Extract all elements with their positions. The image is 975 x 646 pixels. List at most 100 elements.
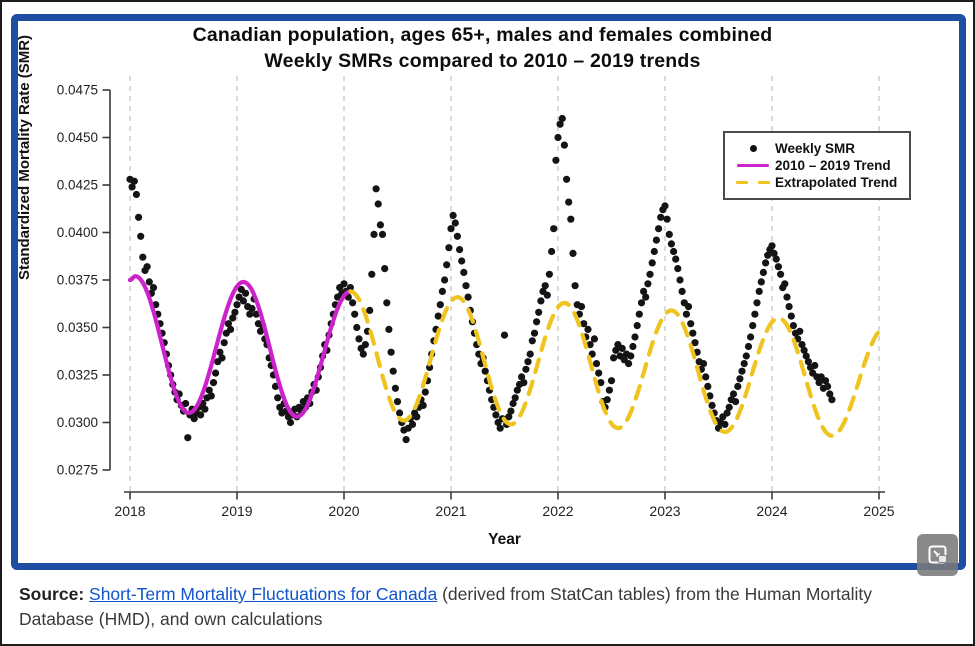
scatter-point: [759, 268, 768, 276]
scatter-point: [346, 284, 354, 292]
scatter-point: [130, 177, 138, 185]
scatter-point: [567, 215, 575, 223]
scatter-point: [556, 120, 564, 128]
chart-title-line2: Weekly SMRs compared to 2010 – 2019 tren…: [264, 50, 701, 72]
scatter-point: [505, 413, 513, 421]
scatter-point: [691, 339, 699, 347]
scatter-point: [137, 232, 145, 240]
scatter-point: [458, 257, 466, 265]
y-tick-label: 0.0425: [57, 178, 98, 193]
scatter-point: [684, 303, 693, 311]
screen-share-resize-button[interactable]: [917, 534, 958, 576]
scatter-point: [603, 396, 611, 404]
scatter-point: [496, 424, 504, 432]
scatter-point: [565, 198, 573, 206]
scatter-point: [751, 310, 759, 318]
scatter-point: [132, 190, 140, 199]
scatter-point: [368, 270, 376, 278]
scatter-point: [248, 304, 256, 313]
scatter-point: [464, 293, 472, 301]
scatter-point: [372, 185, 380, 193]
scatter-point: [533, 318, 541, 326]
scatter-point: [361, 341, 369, 349]
scatter-point: [441, 276, 449, 284]
scatter-point: [552, 156, 560, 164]
scatter-point: [800, 346, 808, 354]
scatter-point: [511, 394, 519, 402]
scatter-point: [201, 405, 209, 413]
scatter-point: [749, 322, 757, 330]
scatter-point: [216, 348, 224, 356]
scatter-point: [699, 360, 708, 368]
scatter-point: [736, 375, 744, 383]
scatter-point: [650, 247, 658, 256]
scatter-point: [826, 390, 834, 398]
scatter-point: [438, 287, 446, 295]
scatter-point: [721, 420, 729, 428]
legend-label: Weekly SMR: [775, 141, 856, 156]
yellow-dashed-line-icon: [731, 180, 775, 185]
scatter-point: [764, 251, 772, 259]
scatter-point: [787, 312, 795, 320]
scatter-point: [383, 299, 391, 307]
source-suffix: (derived from StatCan tables) from the H…: [19, 584, 872, 629]
scatter-point: [612, 346, 620, 354]
scatter-point: [610, 354, 618, 362]
scatter-point: [537, 297, 545, 305]
scatter-point: [520, 379, 528, 387]
scatter-point: [376, 221, 384, 229]
x-tick-label: 2022: [542, 503, 573, 519]
scatter-point: [725, 403, 733, 411]
scatter-point: [597, 379, 605, 387]
scatter-point: [460, 268, 468, 276]
scatter-point: [571, 282, 579, 290]
scatter-point: [543, 291, 551, 299]
source-link[interactable]: Short-Term Mortality Fluctuations for Ca…: [89, 584, 438, 604]
scatter-point: [524, 358, 532, 366]
chart-title-line1: Canadian population, ages 65+, males and…: [192, 24, 773, 46]
scatter-point: [541, 282, 549, 290]
trend-line: [127, 274, 353, 419]
chart-title: Canadian population, ages 65+, males and…: [32, 22, 933, 74]
scatter-point: [149, 284, 158, 292]
scatter-point: [689, 329, 697, 337]
scatter-point: [605, 386, 614, 394]
scatter-point: [419, 401, 427, 409]
scatter-point: [447, 225, 455, 233]
screen-share-resize-icon: [928, 545, 947, 564]
scatter-point: [351, 310, 359, 318]
source-label: Source:: [19, 584, 85, 604]
magenta-line-icon: [731, 163, 775, 168]
scatter-point: [449, 211, 457, 219]
x-tick-label: 2025: [863, 503, 894, 519]
legend-row-trend: 2010 – 2019 Trend: [731, 157, 903, 174]
scatter-point: [391, 384, 399, 392]
scatter-point: [586, 341, 594, 349]
scatter-point: [577, 303, 586, 311]
scatter-point: [631, 333, 639, 341]
scatter-point: [190, 415, 198, 423]
scatter-point: [595, 369, 603, 377]
scatter-point: [252, 310, 260, 318]
y-tick-label: 0.0475: [57, 83, 98, 98]
scatter-point: [663, 215, 671, 223]
scatter-point: [182, 399, 190, 408]
scatter-point: [145, 278, 153, 286]
scatter-point: [674, 265, 682, 273]
chart-legend: Weekly SMR 2010 – 2019 Trend Extrapolate…: [723, 131, 911, 200]
scatter-point: [434, 312, 442, 320]
legend-row-weekly-smr: Weekly SMR: [731, 140, 903, 157]
scatter-point: [535, 308, 543, 316]
blue-highlight-border: [11, 14, 966, 570]
scatter-point: [128, 183, 136, 191]
scatter-point: [396, 409, 404, 417]
scatter-point: [627, 352, 635, 360]
scatter-point: [239, 297, 247, 305]
scatter-point: [796, 327, 804, 335]
scatter-point: [509, 399, 517, 408]
scatter-point: [231, 308, 239, 316]
scatter-point: [682, 310, 691, 318]
scatter-point: [781, 280, 789, 288]
scatter-point: [635, 310, 643, 318]
scatter-point: [607, 377, 616, 385]
